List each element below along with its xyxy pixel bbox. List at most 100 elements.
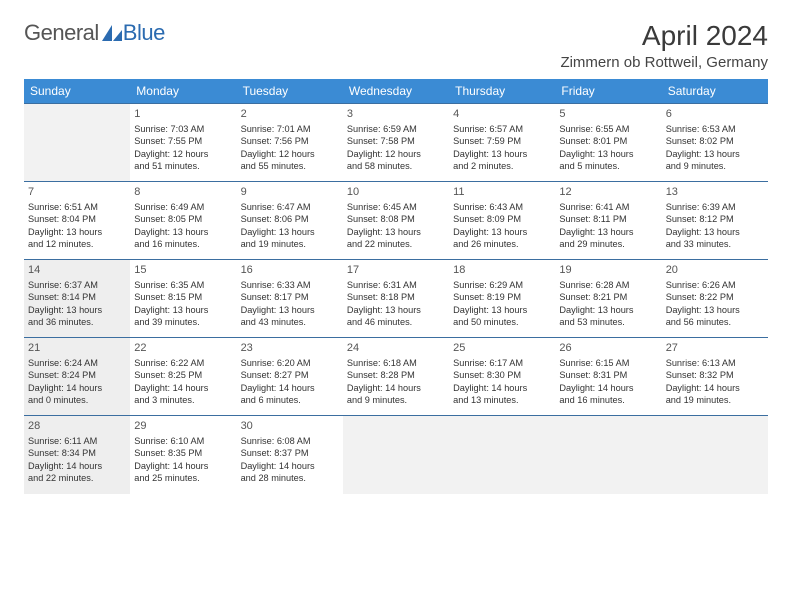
day-cell: 24Sunrise: 6:18 AMSunset: 8:28 PMDayligh…	[343, 338, 449, 416]
sunrise-line: Sunrise: 6:57 AM	[453, 123, 551, 135]
day-number: 7	[28, 185, 126, 200]
week-row: 14Sunrise: 6:37 AMSunset: 8:14 PMDayligh…	[24, 260, 768, 338]
daylight-line: Daylight: 13 hours	[347, 304, 445, 316]
empty-cell	[662, 416, 768, 494]
day-number: 9	[241, 185, 339, 200]
daylight-line: and 0 minutes.	[28, 394, 126, 406]
sunset-line: Sunset: 8:01 PM	[559, 135, 657, 147]
sunrise-line: Sunrise: 6:17 AM	[453, 357, 551, 369]
daylight-line: Daylight: 14 hours	[666, 382, 764, 394]
daylight-line: and 9 minutes.	[666, 160, 764, 172]
day-number: 13	[666, 185, 764, 200]
day-number: 8	[134, 185, 232, 200]
daylight-line: Daylight: 12 hours	[347, 148, 445, 160]
daylight-line: and 33 minutes.	[666, 238, 764, 250]
daylight-line: and 9 minutes.	[347, 394, 445, 406]
day-header-tuesday: Tuesday	[237, 79, 343, 104]
day-cell: 12Sunrise: 6:41 AMSunset: 8:11 PMDayligh…	[555, 182, 661, 260]
day-cell: 21Sunrise: 6:24 AMSunset: 8:24 PMDayligh…	[24, 338, 130, 416]
day-number: 12	[559, 185, 657, 200]
day-cell: 9Sunrise: 6:47 AMSunset: 8:06 PMDaylight…	[237, 182, 343, 260]
calendar-table: SundayMondayTuesdayWednesdayThursdayFrid…	[24, 79, 768, 494]
sunrise-line: Sunrise: 6:43 AM	[453, 201, 551, 213]
day-number: 3	[347, 107, 445, 122]
day-cell: 20Sunrise: 6:26 AMSunset: 8:22 PMDayligh…	[662, 260, 768, 338]
sunset-line: Sunset: 8:09 PM	[453, 213, 551, 225]
sunrise-line: Sunrise: 6:24 AM	[28, 357, 126, 369]
day-cell: 14Sunrise: 6:37 AMSunset: 8:14 PMDayligh…	[24, 260, 130, 338]
day-cell: 25Sunrise: 6:17 AMSunset: 8:30 PMDayligh…	[449, 338, 555, 416]
daylight-line: and 5 minutes.	[559, 160, 657, 172]
day-number: 22	[134, 341, 232, 356]
day-number: 25	[453, 341, 551, 356]
daylight-line: and 16 minutes.	[559, 394, 657, 406]
sunrise-line: Sunrise: 6:33 AM	[241, 279, 339, 291]
day-number: 30	[241, 419, 339, 434]
daylight-line: and 28 minutes.	[241, 472, 339, 484]
day-number: 10	[347, 185, 445, 200]
day-cell: 7Sunrise: 6:51 AMSunset: 8:04 PMDaylight…	[24, 182, 130, 260]
sunset-line: Sunset: 8:22 PM	[666, 291, 764, 303]
day-number: 2	[241, 107, 339, 122]
daylight-line: Daylight: 13 hours	[453, 304, 551, 316]
sunset-line: Sunset: 8:15 PM	[134, 291, 232, 303]
daylight-line: and 43 minutes.	[241, 316, 339, 328]
day-cell: 6Sunrise: 6:53 AMSunset: 8:02 PMDaylight…	[662, 104, 768, 182]
logo-text-blue: Blue	[123, 20, 165, 46]
sunset-line: Sunset: 8:02 PM	[666, 135, 764, 147]
sunset-line: Sunset: 7:56 PM	[241, 135, 339, 147]
week-row: 7Sunrise: 6:51 AMSunset: 8:04 PMDaylight…	[24, 182, 768, 260]
daylight-line: and 58 minutes.	[347, 160, 445, 172]
day-cell: 3Sunrise: 6:59 AMSunset: 7:58 PMDaylight…	[343, 104, 449, 182]
sunset-line: Sunset: 8:35 PM	[134, 447, 232, 459]
sunrise-line: Sunrise: 6:13 AM	[666, 357, 764, 369]
day-number: 1	[134, 107, 232, 122]
daylight-line: and 3 minutes.	[134, 394, 232, 406]
sunset-line: Sunset: 8:28 PM	[347, 369, 445, 381]
daylight-line: Daylight: 13 hours	[241, 226, 339, 238]
day-number: 27	[666, 341, 764, 356]
empty-cell	[449, 416, 555, 494]
sunset-line: Sunset: 8:27 PM	[241, 369, 339, 381]
sunrise-line: Sunrise: 6:59 AM	[347, 123, 445, 135]
daylight-line: Daylight: 13 hours	[559, 148, 657, 160]
daylight-line: and 13 minutes.	[453, 394, 551, 406]
sunrise-line: Sunrise: 6:11 AM	[28, 435, 126, 447]
sunrise-line: Sunrise: 6:49 AM	[134, 201, 232, 213]
sunset-line: Sunset: 8:25 PM	[134, 369, 232, 381]
daylight-line: Daylight: 13 hours	[241, 304, 339, 316]
sunrise-line: Sunrise: 6:08 AM	[241, 435, 339, 447]
daylight-line: Daylight: 14 hours	[134, 460, 232, 472]
daylight-line: and 55 minutes.	[241, 160, 339, 172]
location-label: Zimmern ob Rottweil, Germany	[560, 54, 768, 71]
sunset-line: Sunset: 8:11 PM	[559, 213, 657, 225]
daylight-line: and 12 minutes.	[28, 238, 126, 250]
day-number: 20	[666, 263, 764, 278]
week-row: 28Sunrise: 6:11 AMSunset: 8:34 PMDayligh…	[24, 416, 768, 494]
day-number: 19	[559, 263, 657, 278]
sunrise-line: Sunrise: 6:55 AM	[559, 123, 657, 135]
daylight-line: Daylight: 12 hours	[134, 148, 232, 160]
day-cell: 8Sunrise: 6:49 AMSunset: 8:05 PMDaylight…	[130, 182, 236, 260]
daylight-line: and 22 minutes.	[347, 238, 445, 250]
sunset-line: Sunset: 8:34 PM	[28, 447, 126, 459]
day-cell: 19Sunrise: 6:28 AMSunset: 8:21 PMDayligh…	[555, 260, 661, 338]
month-title: April 2024	[560, 20, 768, 52]
sunrise-line: Sunrise: 6:53 AM	[666, 123, 764, 135]
daylight-line: Daylight: 14 hours	[559, 382, 657, 394]
sunset-line: Sunset: 8:21 PM	[559, 291, 657, 303]
day-cell: 28Sunrise: 6:11 AMSunset: 8:34 PMDayligh…	[24, 416, 130, 494]
daylight-line: and 46 minutes.	[347, 316, 445, 328]
sunrise-line: Sunrise: 6:37 AM	[28, 279, 126, 291]
day-cell: 5Sunrise: 6:55 AMSunset: 8:01 PMDaylight…	[555, 104, 661, 182]
day-number: 18	[453, 263, 551, 278]
daylight-line: Daylight: 13 hours	[666, 304, 764, 316]
sunrise-line: Sunrise: 6:28 AM	[559, 279, 657, 291]
daylight-line: Daylight: 14 hours	[453, 382, 551, 394]
daylight-line: Daylight: 14 hours	[241, 382, 339, 394]
sunset-line: Sunset: 8:08 PM	[347, 213, 445, 225]
day-cell: 4Sunrise: 6:57 AMSunset: 7:59 PMDaylight…	[449, 104, 555, 182]
sunrise-line: Sunrise: 6:41 AM	[559, 201, 657, 213]
day-cell: 26Sunrise: 6:15 AMSunset: 8:31 PMDayligh…	[555, 338, 661, 416]
daylight-line: Daylight: 13 hours	[666, 148, 764, 160]
